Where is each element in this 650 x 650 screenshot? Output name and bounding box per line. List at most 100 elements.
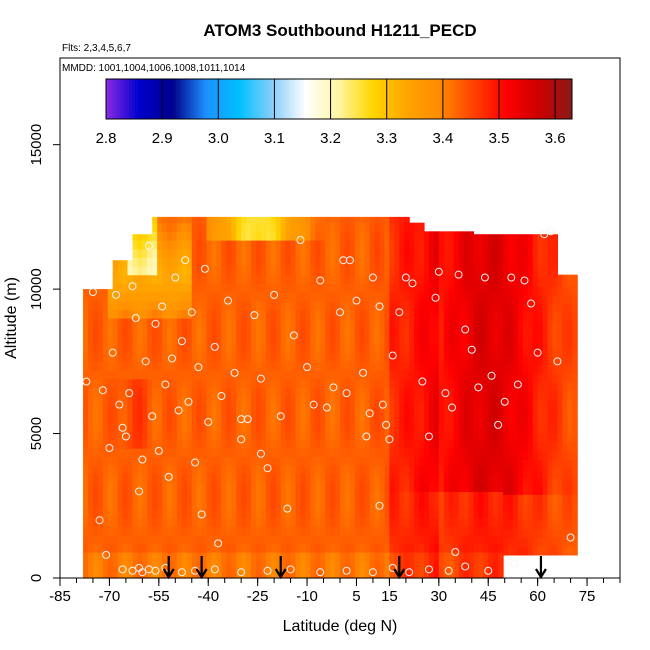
heatmap-cell [162,560,168,570]
heatmap-cell [285,222,292,232]
heatmap-cell [88,500,94,510]
colorbar-segment [522,79,526,119]
heatmap-cell [236,508,242,518]
sample-point [480,273,489,282]
heatmap-cell [349,430,356,440]
heatmap-cell [488,474,494,484]
heatmap-cell [428,326,435,336]
heatmap-cell [275,274,282,284]
heatmap-cell [562,416,568,426]
heatmap-cell [572,528,578,539]
heatmap-cell [572,494,578,504]
heatmap-cell [438,413,445,423]
heatmap-cell [305,474,311,484]
heatmap-cell [354,387,361,397]
heatmap-cell [157,569,163,579]
heatmap-cell [517,338,524,348]
heatmap-cell [512,381,519,391]
heatmap-cell [483,474,489,484]
heatmap-cell [285,491,292,501]
heatmap-cell [428,560,435,570]
heatmap-cell [394,439,400,449]
sample-point [108,348,117,357]
heatmap-cell [186,552,193,562]
heatmap-cell [275,257,282,267]
heatmap-cell [97,569,104,579]
heatmap-cell [458,465,465,475]
heatmap-cell [290,517,297,527]
heatmap-cell [349,439,356,449]
heatmap-cell [325,370,331,380]
heatmap-cell [335,318,341,328]
heatmap-cell [112,474,119,484]
heatmap-cell [572,274,578,279]
heatmap-cell [132,378,139,388]
colorbar-segment [388,79,392,119]
heatmap-cell [344,448,351,458]
heatmap-cell [493,378,499,388]
heatmap-cell [112,404,119,414]
sample-point [151,566,160,575]
heatmap-cell [300,326,307,336]
heatmap-cell [280,361,287,371]
heatmap-cell [493,396,499,406]
heatmap-cell [83,439,89,449]
heatmap-cell [503,502,509,513]
heatmap-cell [443,378,450,388]
heatmap-cell [547,303,554,313]
heatmap-cell [172,248,178,258]
heatmap-cell [448,422,455,432]
heatmap-cell [567,528,573,539]
heatmap-cell [374,517,381,527]
sample-point [418,377,427,386]
heatmap-cell [394,274,400,284]
heatmap-cell [379,413,386,423]
heatmap-cell [419,517,425,527]
heatmap-cell [172,508,178,518]
heatmap-cell [167,387,173,397]
heatmap-cell [231,283,237,293]
heatmap-cell [552,242,559,253]
heatmap-cell [414,482,420,492]
heatmap-cell [488,283,494,293]
heatmap-cell [290,361,297,371]
colorbar-segment [123,79,127,119]
heatmap-cell [206,292,213,302]
heatmap-cell [364,274,371,284]
heatmap-cell [453,283,460,293]
heatmap-cell [216,456,223,466]
heatmap-cell [468,474,475,484]
heatmap-cell [478,378,484,388]
heatmap-cell [527,260,534,270]
sample-point [385,435,394,444]
heatmap-cell [448,560,455,570]
heatmap-cell [97,344,104,354]
heatmap-cell [399,378,405,388]
heatmap-cell [512,234,519,244]
heatmap-cell [567,390,573,400]
heatmap-cell [127,260,134,267]
heatmap-cell [300,448,307,458]
heatmap-cell [181,344,188,354]
heatmap-cell [424,387,430,397]
heatmap-cell [330,465,336,475]
heatmap-field [83,216,578,579]
heatmap-cell [468,352,475,362]
heatmap-cell [344,430,351,440]
heatmap-cell [438,491,445,501]
heatmap-cell [142,274,148,284]
heatmap-cell [389,257,395,267]
heatmap-cell [498,474,504,484]
heatmap-cell [246,439,252,449]
heatmap-cell [172,361,178,371]
heatmap-cell [557,274,563,279]
heatmap-cell [260,361,267,371]
heatmap-cell [152,439,158,449]
heatmap-cell [196,266,203,276]
heatmap-cell [374,248,381,258]
heatmap-cell [517,320,524,331]
heatmap-cell [557,511,563,521]
heatmap-cell [300,404,307,414]
x-axis: -85 -70 -55 -40 -25 -10 5 15 30 45 60 75 [49,578,621,605]
heatmap-cell [354,569,361,579]
